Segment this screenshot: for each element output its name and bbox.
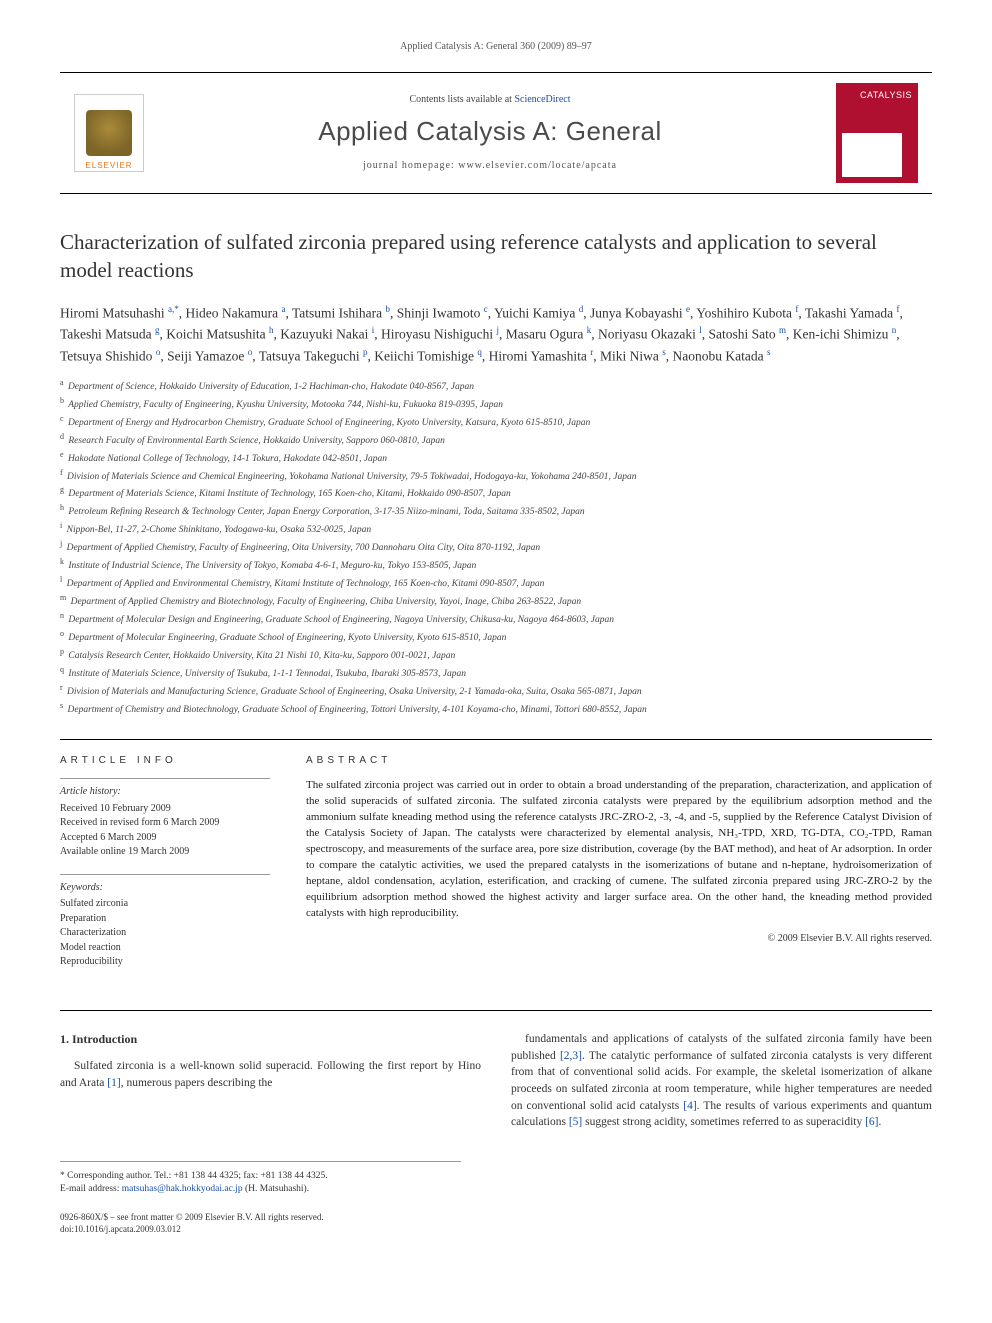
- sciencedirect-link[interactable]: ScienceDirect: [514, 94, 570, 105]
- history-line: Available online 19 March 2009: [60, 845, 270, 860]
- contents-available-line: Contents lists available at ScienceDirec…: [158, 93, 822, 107]
- author-list: Hiromi Matsuhashi a,*, Hideo Nakamura a,…: [60, 303, 932, 367]
- history-line: Accepted 6 March 2009: [60, 831, 270, 846]
- homepage-prefix: journal homepage:: [363, 160, 458, 171]
- keyword-item: Sulfated zirconia: [60, 897, 270, 912]
- publisher-name: ELSEVIER: [85, 160, 132, 171]
- keywords-block: Keywords: Sulfated zirconiaPreparationCh…: [60, 874, 270, 970]
- affiliation-item: n Department of Molecular Design and Eng…: [60, 610, 932, 628]
- section-rule: [60, 1010, 932, 1011]
- article-info-label: ARTICLE INFO: [60, 754, 270, 768]
- keyword-item: Model reaction: [60, 941, 270, 956]
- masthead-center: Contents lists available at ScienceDirec…: [158, 93, 822, 173]
- journal-cover-thumbnail: CATALYSIS: [836, 83, 918, 183]
- keyword-item: Characterization: [60, 926, 270, 941]
- keyword-item: Preparation: [60, 912, 270, 927]
- history-header: Article history:: [60, 785, 270, 800]
- affiliation-item: r Division of Materials and Manufacturin…: [60, 682, 932, 700]
- affiliation-item: k Institute of Industrial Science, The U…: [60, 556, 932, 574]
- affiliation-item: g Department of Materials Science, Kitam…: [60, 484, 932, 502]
- article-info-column: ARTICLE INFO Article history: Received 1…: [60, 754, 270, 984]
- affiliation-item: i Nippon-Bel, 11-27, 2-Chome Shinkitano,…: [60, 520, 932, 538]
- affiliation-item: a Department of Science, Hokkaido Univer…: [60, 377, 932, 395]
- abstract-label: ABSTRACT: [306, 754, 932, 768]
- corresponding-line: * Corresponding author. Tel.: +81 138 44…: [60, 1170, 461, 1183]
- email-suffix: (H. Matsuhashi).: [243, 1184, 310, 1194]
- issn-line: 0926-860X/$ – see front matter © 2009 El…: [60, 1211, 932, 1224]
- elsevier-tree-icon: [86, 110, 132, 156]
- body-paragraph: fundamentals and applications of catalys…: [511, 1031, 932, 1131]
- email-line: E-mail address: matsuhas@hak.hokkyodai.a…: [60, 1183, 461, 1196]
- abstract-copyright: © 2009 Elsevier B.V. All rights reserved…: [306, 932, 932, 946]
- cover-image-placeholder: [842, 133, 902, 177]
- journal-masthead: ELSEVIER Contents lists available at Sci…: [60, 72, 932, 194]
- author-email-link[interactable]: matsuhas@hak.hokkyodai.ac.jp: [122, 1184, 243, 1194]
- corresponding-author-footer: * Corresponding author. Tel.: +81 138 44…: [60, 1161, 461, 1197]
- article-body: 1. Introduction Sulfated zirconia is a w…: [60, 1031, 932, 1131]
- homepage-url: www.elsevier.com/locate/apcata: [458, 160, 617, 171]
- running-header: Applied Catalysis A: General 360 (2009) …: [60, 40, 932, 54]
- affiliation-item: c Department of Energy and Hydrocarbon C…: [60, 413, 932, 431]
- affiliation-item: e Hakodate National College of Technolog…: [60, 449, 932, 467]
- cover-title: CATALYSIS: [860, 89, 912, 102]
- email-label: E-mail address:: [60, 1184, 122, 1194]
- article-title: Characterization of sulfated zirconia pr…: [60, 228, 932, 285]
- history-line: Received in revised form 6 March 2009: [60, 816, 270, 831]
- affiliation-item: s Department of Chemistry and Biotechnol…: [60, 700, 932, 718]
- doi-line: doi:10.1016/j.apcata.2009.03.012: [60, 1223, 932, 1236]
- contents-prefix: Contents lists available at: [409, 94, 514, 105]
- publisher-logo: ELSEVIER: [74, 94, 144, 172]
- affiliation-item: l Department of Applied and Environmenta…: [60, 574, 932, 592]
- affiliation-item: p Catalysis Research Center, Hokkaido Un…: [60, 646, 932, 664]
- affiliation-item: b Applied Chemistry, Faculty of Engineer…: [60, 395, 932, 413]
- keyword-item: Reproducibility: [60, 955, 270, 970]
- journal-name: Applied Catalysis A: General: [158, 113, 822, 149]
- journal-homepage-line: journal homepage: www.elsevier.com/locat…: [158, 159, 822, 173]
- history-line: Received 10 February 2009: [60, 802, 270, 817]
- keywords-header: Keywords:: [60, 881, 270, 896]
- affiliation-item: m Department of Applied Chemistry and Bi…: [60, 592, 932, 610]
- abstract-text: The sulfated zirconia project was carrie…: [306, 778, 932, 921]
- affiliation-item: h Petroleum Refining Research & Technolo…: [60, 502, 932, 520]
- abstract-column: ABSTRACT The sulfated zirconia project w…: [306, 754, 932, 984]
- section-heading: 1. Introduction: [60, 1031, 481, 1048]
- article-history-block: Article history: Received 10 February 20…: [60, 778, 270, 860]
- affiliation-item: f Division of Materials Science and Chem…: [60, 467, 932, 485]
- body-paragraph: Sulfated zirconia is a well-known solid …: [60, 1058, 481, 1091]
- affiliation-item: o Department of Molecular Engineering, G…: [60, 628, 932, 646]
- affiliation-item: j Department of Applied Chemistry, Facul…: [60, 538, 932, 556]
- info-abstract-row: ARTICLE INFO Article history: Received 1…: [60, 739, 932, 984]
- affiliation-item: d Research Faculty of Environmental Eart…: [60, 431, 932, 449]
- affiliation-list: a Department of Science, Hokkaido Univer…: [60, 377, 932, 718]
- affiliation-item: q Institute of Materials Science, Univer…: [60, 664, 932, 682]
- bottom-meta: 0926-860X/$ – see front matter © 2009 El…: [60, 1211, 932, 1236]
